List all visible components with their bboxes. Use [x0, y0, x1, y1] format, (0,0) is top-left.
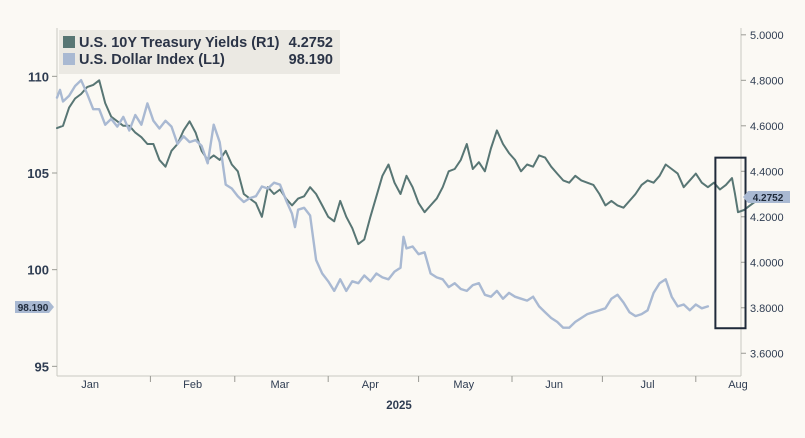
x-tick-label: Jan — [81, 379, 99, 391]
left-tick-label: 105 — [27, 166, 49, 181]
left-end-tag-value: 98.190 — [18, 303, 49, 314]
left-axis: 95 100 105 110 — [27, 69, 57, 374]
series-layer — [55, 78, 764, 329]
right-end-tag-value: 4.2752 — [753, 193, 784, 204]
x-axis: Jan Feb Mar Apr May Jun Jul Aug — [81, 376, 748, 391]
right-tick-label: 4.4000 — [750, 166, 784, 178]
right-tick-label: 4.8000 — [750, 75, 784, 87]
legend-label-yields: U.S. 10Y Treasury Yields (R1) — [79, 35, 280, 51]
legend: U.S. 10Y Treasury Yields (R1) 4.2752 U.S… — [59, 30, 340, 74]
legend-background — [59, 30, 340, 74]
x-axis-title: 2025 — [386, 400, 412, 412]
legend-label-dollar: U.S. Dollar Index (L1) — [79, 52, 225, 68]
left-tick-label: 110 — [28, 69, 49, 84]
x-tick-label: May — [453, 379, 474, 391]
x-tick-label: Jul — [641, 379, 655, 391]
left-end-tag: 98.190 — [15, 301, 54, 314]
right-tick-label: 5.0000 — [750, 30, 784, 42]
left-tick-label: 95 — [35, 359, 49, 374]
x-tick-label: Apr — [362, 379, 379, 391]
right-tick-label: 3.6000 — [750, 348, 784, 360]
legend-value-dollar: 98.190 — [289, 52, 333, 68]
x-tick-label: Aug — [728, 379, 748, 391]
right-tick-label: 4.0000 — [750, 257, 784, 269]
left-tick-label: 100 — [27, 263, 49, 278]
right-tick-label: 4.6000 — [750, 121, 784, 133]
right-tick-label: 3.8000 — [750, 303, 784, 315]
highlight-box — [714, 156, 747, 330]
legend-swatch-dollar — [63, 53, 75, 65]
left-end-tag-shape — [15, 301, 54, 313]
right-end-tag: 4.2752 — [743, 191, 790, 204]
right-end-tag-shape — [743, 191, 790, 203]
right-tick-label: 4.2000 — [750, 212, 784, 224]
plot-frame — [56, 28, 742, 377]
series-line-treasury-yields — [56, 79, 764, 246]
legend-value-yields: 4.2752 — [289, 35, 333, 51]
x-tick-label: Mar — [271, 379, 290, 391]
x-tick-label: Jun — [545, 379, 563, 391]
right-axis: 3.6000 3.8000 4.0000 4.2000 4.4000 4.6000 4.80… — [741, 30, 784, 360]
x-tick-label: Feb — [183, 379, 202, 391]
series-line-dollar-index — [55, 78, 710, 329]
legend-swatch-yields — [63, 36, 75, 48]
